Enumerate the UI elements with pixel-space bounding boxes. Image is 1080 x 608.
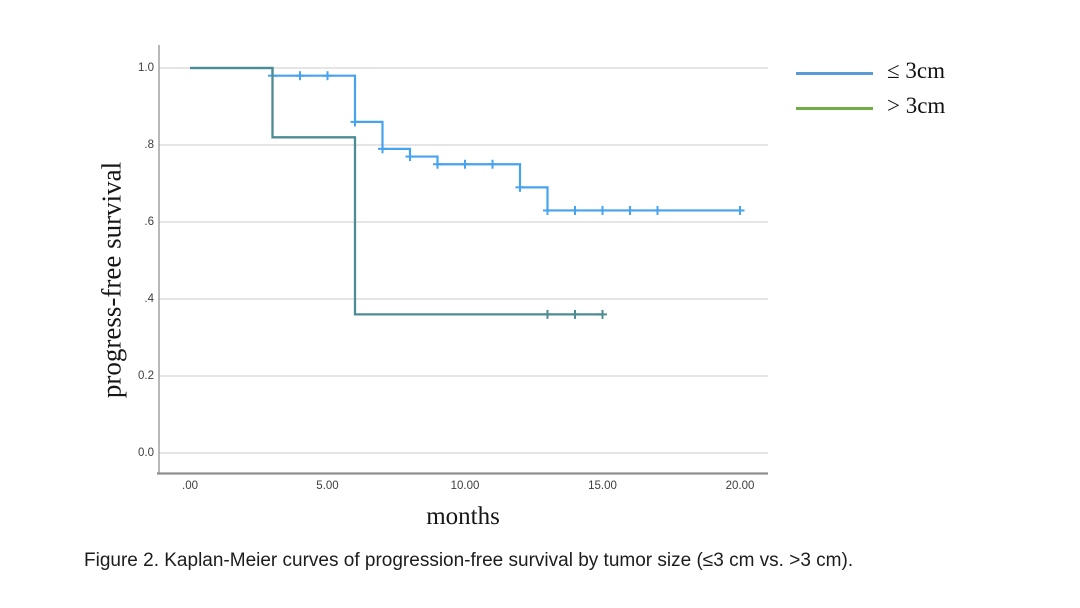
legend-item: > 3cm — [796, 91, 945, 126]
y-tick-label: 0.0 — [138, 447, 154, 459]
legend-line-swatch — [796, 72, 873, 75]
legend: ≤ 3cm > 3cm — [796, 56, 945, 126]
legend-line-swatch — [796, 107, 873, 110]
x-tick-label: 15.00 — [588, 480, 617, 492]
km-curve — [190, 66, 603, 316]
legend-label: ≤ 3cm — [887, 57, 945, 83]
x-tick-label: 5.00 — [316, 480, 339, 492]
x-tick-label: 10.00 — [450, 480, 480, 492]
x-tick-label: .00 — [182, 480, 198, 492]
figure-caption: Figure 2. Kaplan-Meier curves of progres… — [84, 550, 854, 571]
y-tick-label: .6 — [144, 216, 154, 228]
y-tick-label: 1.0 — [138, 62, 154, 74]
y-axis-title: progress-free survival — [96, 161, 127, 399]
y-tick-label: 0.2 — [138, 370, 154, 382]
y-tick-label: .4 — [144, 293, 154, 305]
x-axis-title: months — [426, 503, 500, 530]
y-tick-label: .8 — [144, 139, 154, 151]
x-tick-label: 20.00 — [725, 480, 755, 492]
legend-label: > 3cm — [887, 92, 946, 118]
legend-item: ≤ 3cm — [796, 56, 945, 91]
